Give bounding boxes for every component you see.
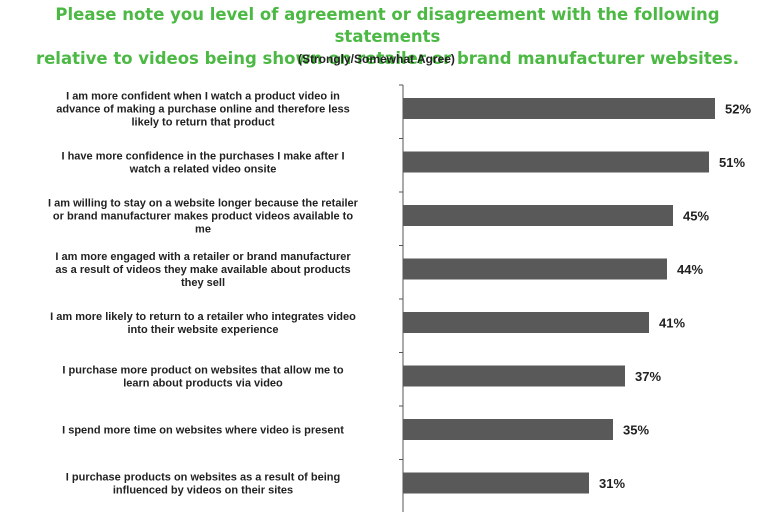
data-label-6: 37% [635,369,661,384]
bar-2 [403,151,709,173]
chart-title-line-1: Please note you level of agreement or di… [55,5,720,46]
chart-subtitle: (Strongly/Somewhat Agree) [298,52,455,66]
category-label-4: I am more engaged with a retailer or bra… [55,251,351,289]
data-label-3: 45% [683,209,709,224]
bar-8 [403,472,589,494]
bar-6 [403,365,625,387]
data-label-8: 31% [599,476,625,491]
data-label-7: 35% [623,423,649,438]
bar-3 [403,205,673,226]
bar-1 [403,98,715,119]
category-label-1: I am more confident when I watch a produ… [56,91,349,129]
category-label-2: I have more confidence in the purchases … [61,151,344,176]
data-label-1: 52% [725,102,751,117]
bar-4 [403,258,667,280]
category-label-7: I spend more time on websites where vide… [62,425,344,437]
bar-7 [403,419,613,440]
chart-title-line-2: relative to videos being shown on retail… [35,49,740,68]
category-label-8: I purchase products on websites as a res… [66,472,340,497]
data-label-4: 44% [677,262,703,277]
data-label-5: 41% [659,316,685,331]
category-label-3: I am willing to stay on a website longer… [48,198,359,236]
data-label-2: 51% [719,155,745,170]
category-label-5: I am more likely to return to a retailer… [50,311,356,336]
chart-title: Please note you level of agreement or di… [0,4,775,70]
bar-5 [403,312,649,333]
category-label-6: I purchase more product on websites that… [62,365,343,390]
